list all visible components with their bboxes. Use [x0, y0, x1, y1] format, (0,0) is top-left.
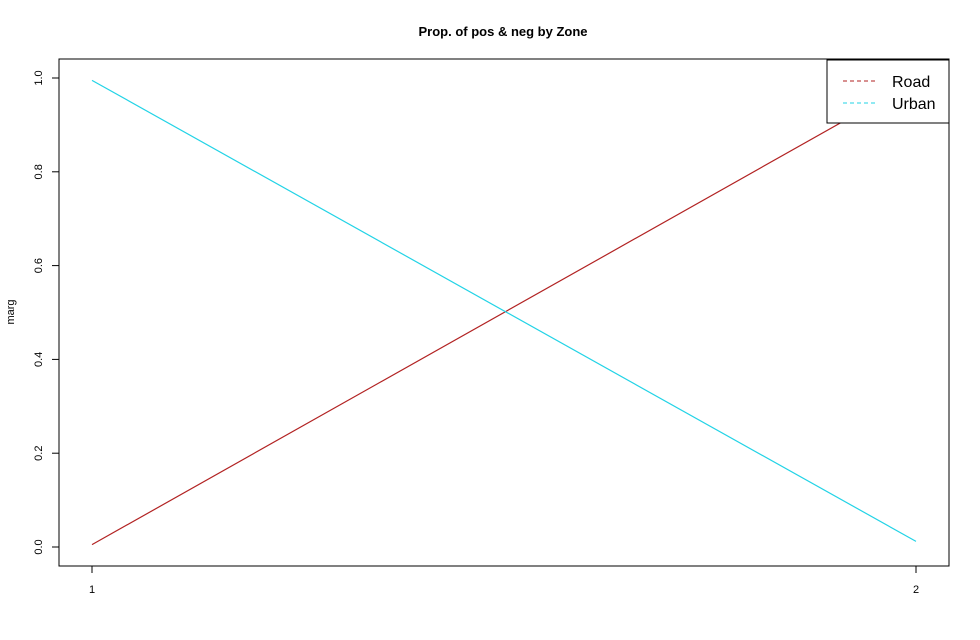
- series-layer: [91, 79, 917, 546]
- series-line-road: [91, 79, 917, 546]
- x-tick-label: 1: [89, 584, 95, 596]
- legend-label-urban: Urban: [892, 96, 936, 113]
- x-tick-label: 2: [913, 584, 919, 596]
- y-tick-label: 0.0: [33, 539, 45, 554]
- series-line-urban: [91, 79, 917, 542]
- y-tick-label: 0.2: [33, 446, 45, 461]
- y-axis: 0.0 0.2 0.4 0.6 0.8 1.0: [33, 70, 60, 555]
- legend: Road Urban: [826, 59, 950, 124]
- y-tick-label: 0.8: [33, 164, 45, 179]
- y-axis-label: marg: [5, 299, 17, 324]
- y-tick-label: 0.6: [33, 258, 45, 273]
- chart-title: Prop. of pos & neg by Zone: [419, 24, 588, 39]
- y-tick-label: 1.0: [33, 70, 45, 85]
- legend-box: [826, 59, 950, 124]
- legend-label-road: Road: [892, 74, 930, 91]
- y-tick-label: 0.4: [33, 352, 45, 367]
